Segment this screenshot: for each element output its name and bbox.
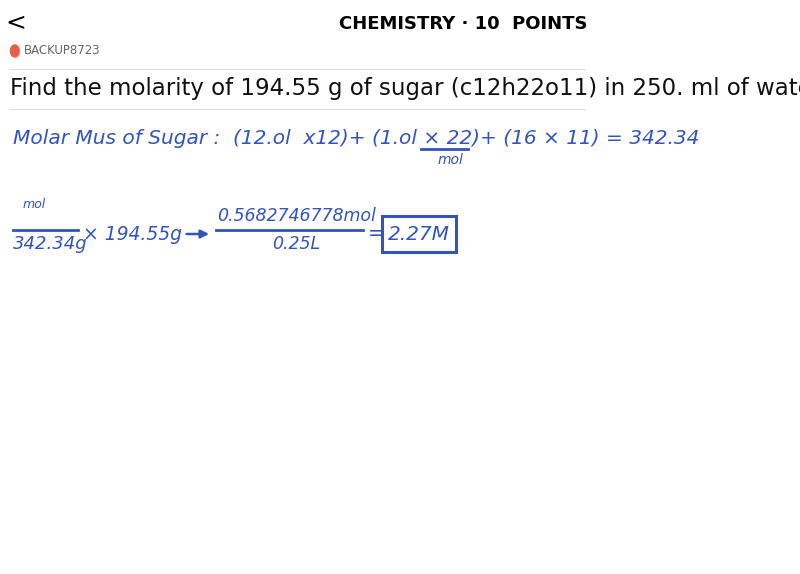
Text: 0.5682746778mol: 0.5682746778mol [217,207,376,225]
Text: BACKUP8723: BACKUP8723 [24,45,100,57]
Text: <: < [6,13,26,36]
Text: Find the molarity of 194.55 g of sugar (c12h22o11) in 250. ml of water.: Find the molarity of 194.55 g of sugar (… [10,77,800,100]
Text: × 194.55g: × 194.55g [83,224,182,243]
Text: Molar Mus of Sugar :  (12.ol  x12)+ (1.ol × 22)+ (16 × 11) = 342.34: Molar Mus of Sugar : (12.ol x12)+ (1.ol … [14,130,700,149]
Text: 342.34g: 342.34g [14,235,88,253]
Text: mol: mol [437,153,463,167]
Text: =: = [368,224,386,244]
Text: 0.25L: 0.25L [272,235,320,253]
Bar [382,216,456,252]
Text: 2.27M: 2.27M [388,224,450,243]
Circle shape [10,45,19,57]
Text: CHEMISTRY · 10  POINTS: CHEMISTRY · 10 POINTS [338,15,587,33]
Text: mol: mol [22,197,46,211]
